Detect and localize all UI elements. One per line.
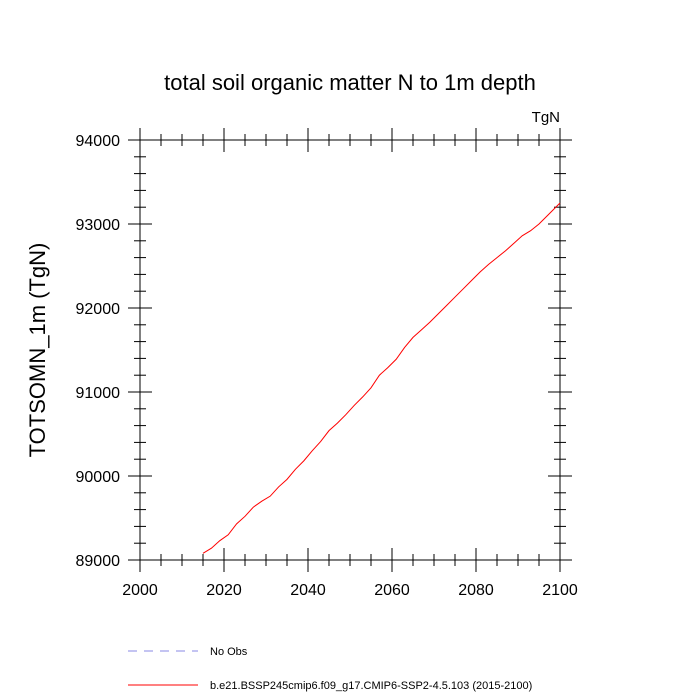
x-tick-label: 2060 xyxy=(374,582,410,599)
major-ticks xyxy=(128,128,572,572)
x-tick-label: 2040 xyxy=(290,582,326,599)
y-tick-label: 89000 xyxy=(76,553,121,570)
legend-entry-no-obs: No Obs xyxy=(210,646,248,658)
y-tick-label: 94000 xyxy=(76,133,121,150)
x-tick-label: 2080 xyxy=(458,582,494,599)
plot-area xyxy=(139,139,561,561)
y-tick-label: 92000 xyxy=(76,301,121,318)
series-line xyxy=(202,202,561,554)
legend: No Obs b.e21.BSSP245cmip6.f09_g17.CMIP6-… xyxy=(128,646,532,692)
y-tick-labels: 89000 90000 91000 92000 93000 94000 xyxy=(76,133,121,570)
y-tick-label: 91000 xyxy=(76,385,121,402)
x-tick-label: 2100 xyxy=(542,582,578,599)
chart-title: total soil organic matter N to 1m depth xyxy=(164,70,536,95)
x-tick-label: 2000 xyxy=(122,582,158,599)
x-tick-label: 2020 xyxy=(206,582,242,599)
y-tick-label: 93000 xyxy=(76,217,121,234)
y-tick-label: 90000 xyxy=(76,469,121,486)
series-layer xyxy=(202,202,561,554)
units-label: TgN xyxy=(532,109,560,126)
minor-ticks xyxy=(134,134,566,566)
legend-entry-model-run: b.e21.BSSP245cmip6.f09_g17.CMIP6-SSP2-4.… xyxy=(210,680,532,692)
y-axis-label: TOTSOMN_1m (TgN) xyxy=(25,243,50,458)
x-tick-labels: 2000 2020 2040 2060 2080 2100 xyxy=(122,582,578,599)
